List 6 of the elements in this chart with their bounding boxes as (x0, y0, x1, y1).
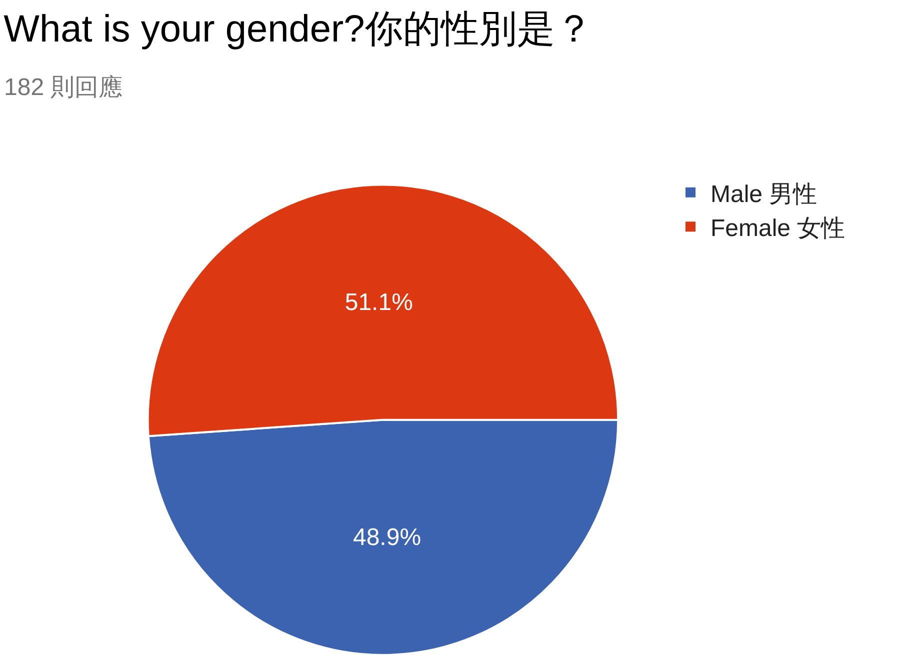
data-label: 48.9% (352, 524, 422, 551)
chart-subtitle: 182 則回應 (4, 74, 123, 101)
chart-title: What is your gender?你的性別是？ (4, 8, 593, 50)
data-label: 51.1% (344, 288, 413, 316)
legend-label: Male 男性 (710, 180, 818, 208)
legend-label: Female 女性 (710, 214, 846, 242)
